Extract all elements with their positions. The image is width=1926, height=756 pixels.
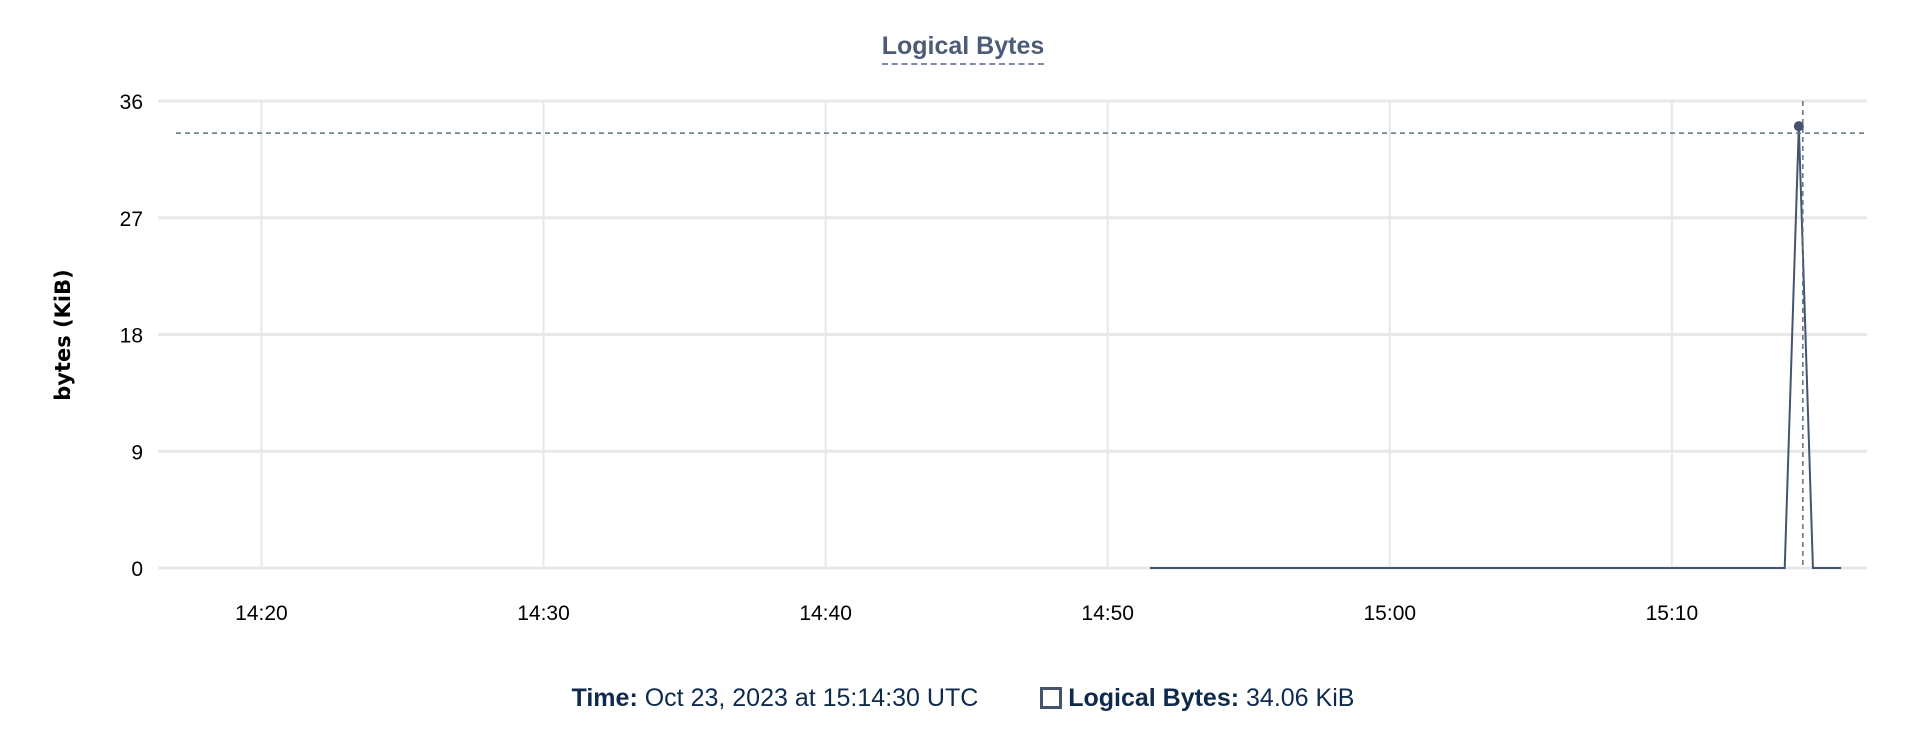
- hover-legend: Time: Oct 23, 2023 at 15:14:30 UTC Logic…: [0, 684, 1926, 713]
- y-tick-label: 9: [131, 441, 143, 464]
- x-tick-label: 15:00: [1364, 602, 1417, 625]
- chart-title[interactable]: Logical Bytes: [0, 32, 1926, 65]
- y-tick-label: 27: [120, 208, 143, 231]
- x-tick-label: 14:50: [1081, 602, 1134, 625]
- chart-title-text[interactable]: Logical Bytes: [881, 32, 1045, 65]
- x-tick-label: 14:30: [517, 602, 570, 625]
- y-tick-label: 18: [120, 325, 143, 348]
- y-tick-label: 0: [131, 558, 143, 581]
- line-chart: 0 9 18 27 36 14:20 14:30 14:40 14:50 15:00 15:10 b…: [51, 91, 1867, 625]
- x-tick-label: 15:10: [1646, 602, 1699, 625]
- hover-marker: [1793, 121, 1804, 132]
- time-label: Time:: [571, 684, 638, 712]
- y-tick-label: 36: [120, 91, 143, 114]
- series-label[interactable]: Logical Bytes:: [1068, 684, 1240, 712]
- x-tick-label: 14:40: [799, 602, 852, 625]
- series-line: [1150, 126, 1842, 569]
- y-axis-label: bytes (KiB): [51, 269, 75, 401]
- x-tick-label: 14:20: [235, 602, 288, 625]
- time-value: Oct 23, 2023 at 15:14:30 UTC: [644, 684, 979, 712]
- series-value: 34.06 KiB: [1246, 684, 1355, 712]
- series-swatch-icon[interactable]: [1040, 687, 1063, 709]
